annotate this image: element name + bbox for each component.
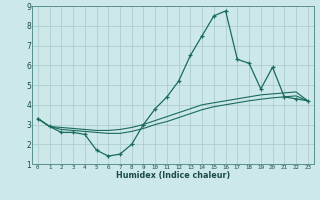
X-axis label: Humidex (Indice chaleur): Humidex (Indice chaleur): [116, 171, 230, 180]
